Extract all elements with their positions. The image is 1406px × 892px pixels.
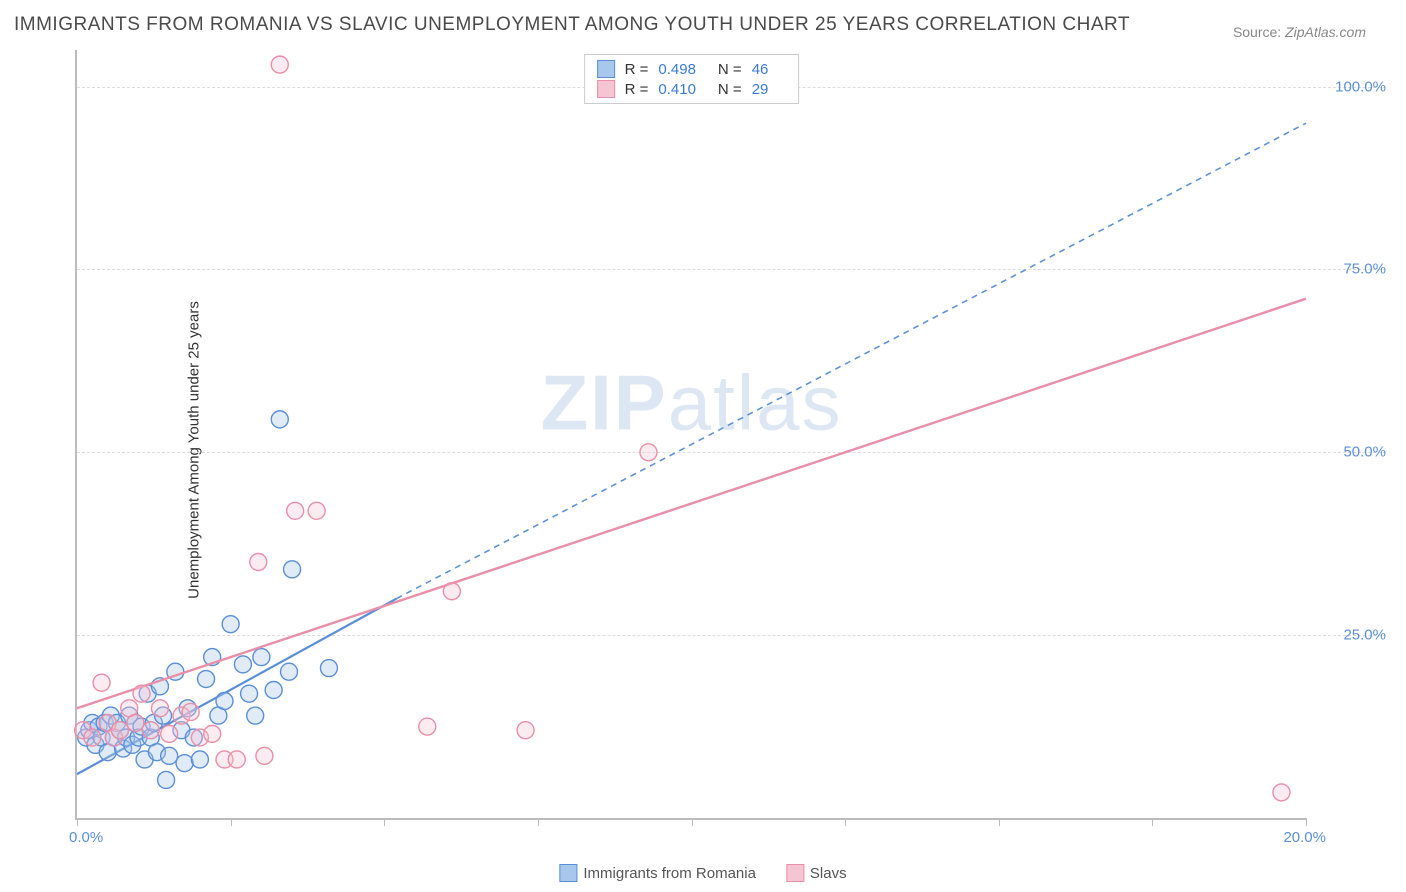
stat-label: R = [625,81,649,98]
legend-item: Slavs [786,864,847,882]
data-point [271,411,288,428]
data-point [284,561,301,578]
x-tick [538,818,539,826]
x-tick [845,818,846,826]
data-point [84,729,101,746]
data-point [281,663,298,680]
swatch-icon [597,60,615,78]
data-point [204,725,221,742]
swatch-icon [559,864,577,882]
legend-label: Slavs [810,865,847,882]
data-point [640,444,657,461]
x-tick [1152,818,1153,826]
stat-label: N = [718,81,742,98]
data-point [419,718,436,735]
data-point [198,671,215,688]
data-point [216,692,233,709]
legend-stats-row: R = 0.498 N = 46 [597,59,787,79]
plot-svg [77,50,1306,818]
legend-series: Immigrants from Romania Slavs [559,864,846,882]
stat-value: 46 [752,61,769,78]
data-point [176,755,193,772]
data-point [234,656,251,673]
data-point [191,751,208,768]
x-tick [1306,818,1307,826]
swatch-icon [786,864,804,882]
data-point [93,674,110,691]
data-point [161,747,178,764]
x-tick [999,818,1000,826]
data-point [228,751,245,768]
x-axis-origin-label: 0.0% [69,829,103,846]
data-point [271,56,288,73]
data-point [1273,784,1290,801]
y-tick-label: 100.0% [1316,78,1386,95]
x-tick [231,818,232,826]
data-point [182,703,199,720]
data-point [112,722,129,739]
y-tick-label: 75.0% [1316,261,1386,278]
source-value: ZipAtlas.com [1285,24,1366,40]
plot-area: R = 0.498 N = 46 R = 0.410 N = 29 ZIPatl… [75,50,1306,820]
data-point [222,616,239,633]
data-point [265,682,282,699]
swatch-icon [597,80,615,98]
data-point [320,660,337,677]
data-point [133,685,150,702]
y-tick-label: 25.0% [1316,627,1386,644]
data-point [443,583,460,600]
data-point [308,502,325,519]
source-attribution: Source: ZipAtlas.com [1233,24,1366,40]
stat-value: 29 [752,81,769,98]
data-point [151,700,168,717]
data-point [161,725,178,742]
data-point [250,554,267,571]
data-point [253,649,270,666]
data-point [256,747,273,764]
data-point [127,714,144,731]
data-point [142,722,159,739]
x-axis-end-label: 20.0% [1283,829,1326,846]
regression-line [77,299,1306,709]
data-point [158,771,175,788]
chart-container: Unemployment Among Youth under 25 years … [45,50,1396,850]
data-point [517,722,534,739]
legend-stats-row: R = 0.410 N = 29 [597,79,787,99]
stat-value: 0.410 [658,81,696,98]
y-tick-label: 50.0% [1316,444,1386,461]
stat-label: R = [625,61,649,78]
chart-title: IMMIGRANTS FROM ROMANIA VS SLAVIC UNEMPL… [14,14,1130,36]
data-point [247,707,264,724]
legend-label: Immigrants from Romania [583,865,756,882]
source-label: Source: [1233,24,1281,40]
data-point [287,502,304,519]
legend-stats: R = 0.498 N = 46 R = 0.410 N = 29 [584,54,800,104]
stat-value: 0.498 [658,61,696,78]
stat-label: N = [718,61,742,78]
regression-line-dashed [397,123,1306,598]
x-tick [692,818,693,826]
x-tick [384,818,385,826]
x-tick [77,818,78,826]
data-point [241,685,258,702]
legend-item: Immigrants from Romania [559,864,756,882]
